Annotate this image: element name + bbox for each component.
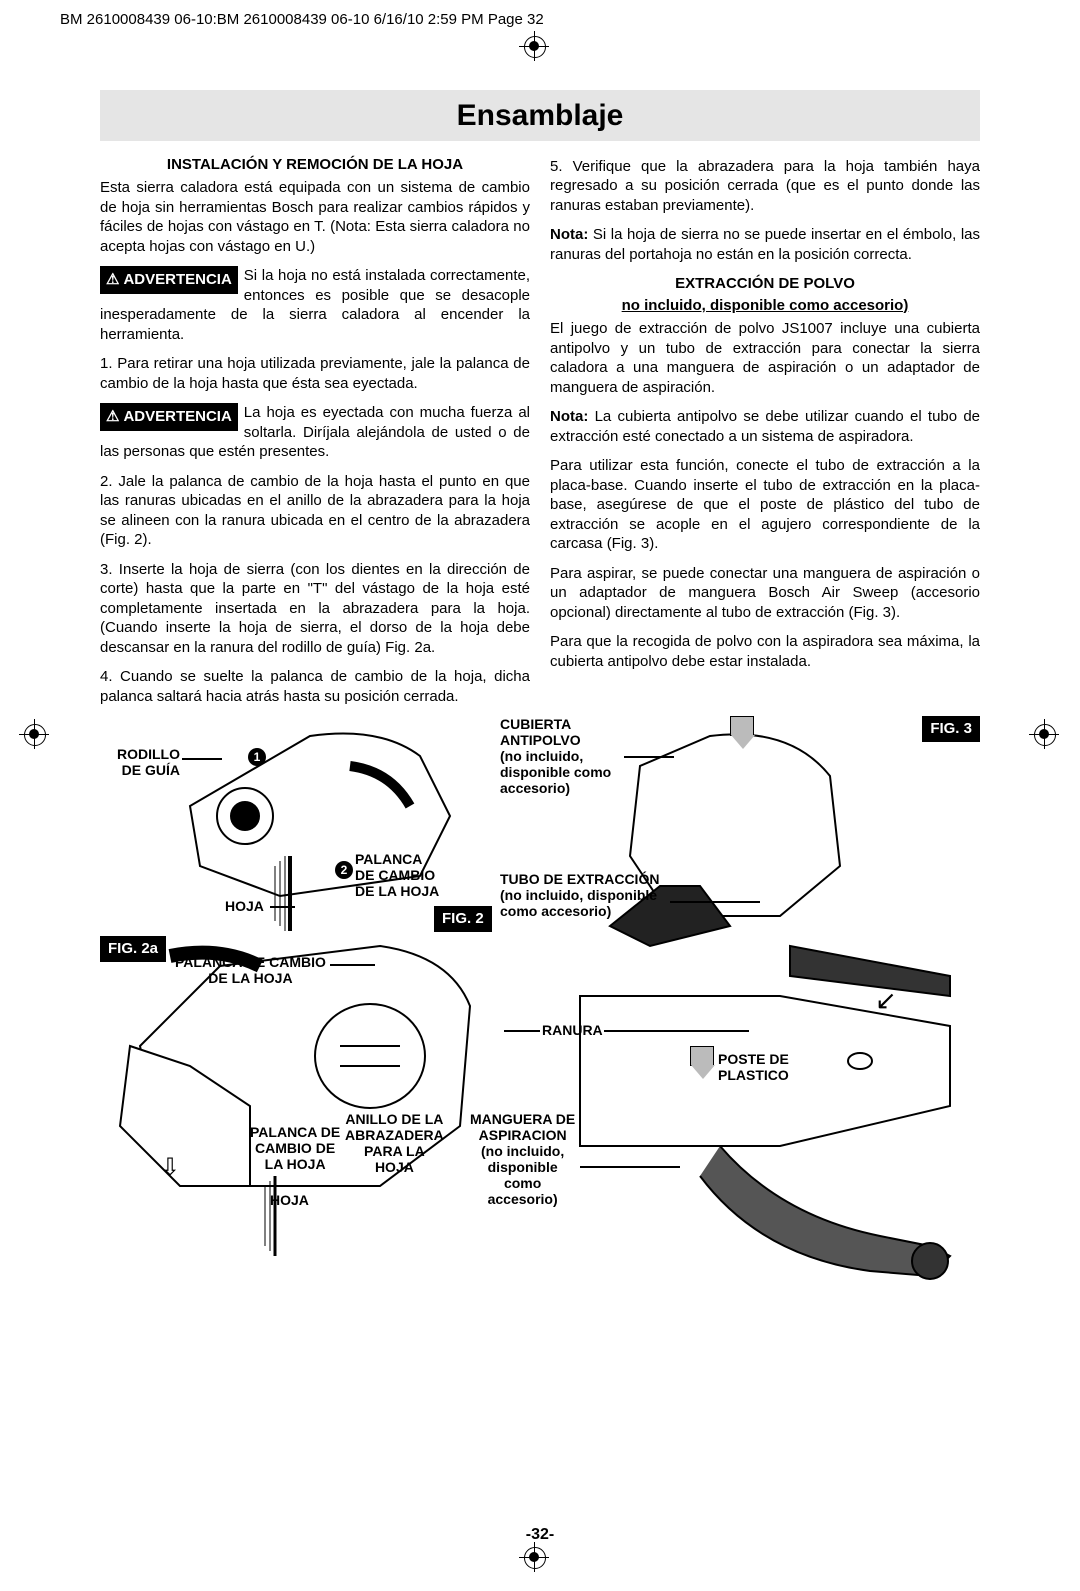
body-text: 3. Inserte la hoja de sierra (con los di… [100, 560, 530, 658]
warning-badge: ADVERTENCIA [100, 266, 238, 294]
registration-mark-icon [20, 720, 50, 750]
arrow-icon: ⇩ [160, 1152, 180, 1183]
warning-block: ADVERTENCIA Si la hoja no está instalada… [100, 266, 530, 344]
label-tubo: TUBO DE EXTRACCIÓN (no incluido, disponi… [500, 871, 659, 919]
diagram-fig2a [160, 716, 460, 936]
body-text: 1. Para retirar una hoja utilizada previ… [100, 354, 530, 393]
text-columns: INSTALACIÓN Y REMOCIÓN DE LA HOJA Esta s… [0, 153, 1080, 717]
label-anillo: ANILLO DE LA ABRAZADERA PARA LA HOJA [345, 1111, 444, 1175]
body-text: 5. Verifique que la abrazadera para la h… [550, 157, 980, 216]
arrow-down-icon [730, 716, 754, 736]
body-text: Para aspirar, se puede conectar una mang… [550, 564, 980, 623]
section-heading: EXTRACCIÓN DE POLVO [550, 274, 980, 294]
registration-mark-icon [1030, 720, 1060, 750]
right-column: 5. Verifique que la abrazadera para la h… [550, 153, 980, 717]
label-ranura: RANURA [542, 1022, 603, 1038]
label-cubierta: CUBIERTA ANTIPOLVO (no incluido, disponi… [500, 716, 611, 796]
label-palanca3: PALANCA DE CAMBIO DE LA HOJA [250, 1124, 340, 1172]
body-text: Esta sierra caladora está equipada con u… [100, 178, 530, 256]
arrow-icon: ↙ [875, 984, 897, 1018]
arrow-down-icon [690, 1046, 714, 1066]
label-palanca: PALANCA DE CAMBIO DE LA HOJA [355, 851, 439, 899]
body-text: Para utilizar esta función, conecte el t… [550, 456, 980, 554]
label-poste: POSTE DE PLASTICO [718, 1051, 789, 1083]
warning-block: ADVERTENCIA La hoja es eyectada con much… [100, 403, 530, 462]
figures-region: FIG. 2a FIG. 2 FIG. 3 1 2 [100, 716, 980, 1396]
callout-number-2: 2 [335, 861, 353, 879]
print-header: BM 2610008439 06-10:BM 2610008439 06-10 … [0, 0, 1080, 30]
body-text: Nota: Si la hoja de sierra no se puede i… [550, 225, 980, 264]
label-palanca2: PALANCA DE CAMBIO DE LA HOJA [175, 954, 326, 986]
warning-badge: ADVERTENCIA [100, 403, 238, 431]
label-hoja2: HOJA [270, 1192, 309, 1208]
label-hoja: HOJA [225, 898, 264, 914]
registration-mark-icon [520, 32, 550, 62]
page: BM 2610008439 06-10:BM 2610008439 06-10 … [0, 0, 1080, 1591]
body-text: El juego de extracción de polvo JS1007 i… [550, 319, 980, 397]
body-text: Nota: La cubierta antipolvo se debe util… [550, 407, 980, 446]
label-rodillo: RODILLO DE GUÍA [100, 746, 180, 778]
body-text: Para que la recogida de polvo con la asp… [550, 632, 980, 671]
section-heading: INSTALACIÓN Y REMOCIÓN DE LA HOJA [100, 155, 530, 175]
label-manguera: MANGUERA DE ASPIRACION (no incluido, dis… [470, 1111, 575, 1208]
page-title: Ensamblaje [100, 90, 980, 141]
left-column: INSTALACIÓN Y REMOCIÓN DE LA HOJA Esta s… [100, 153, 530, 717]
registration-mark-icon [520, 1543, 550, 1573]
page-number: -32- [0, 1525, 1080, 1546]
section-subheading: no incluido, disponible como accesorio) [550, 296, 980, 316]
body-text: 4. Cuando se suelte la palanca de cambio… [100, 667, 530, 706]
diagram-fig3 [530, 716, 970, 1296]
callout-number-1: 1 [248, 748, 266, 766]
body-text: 2. Jale la palanca de cambio de la hoja … [100, 472, 530, 550]
